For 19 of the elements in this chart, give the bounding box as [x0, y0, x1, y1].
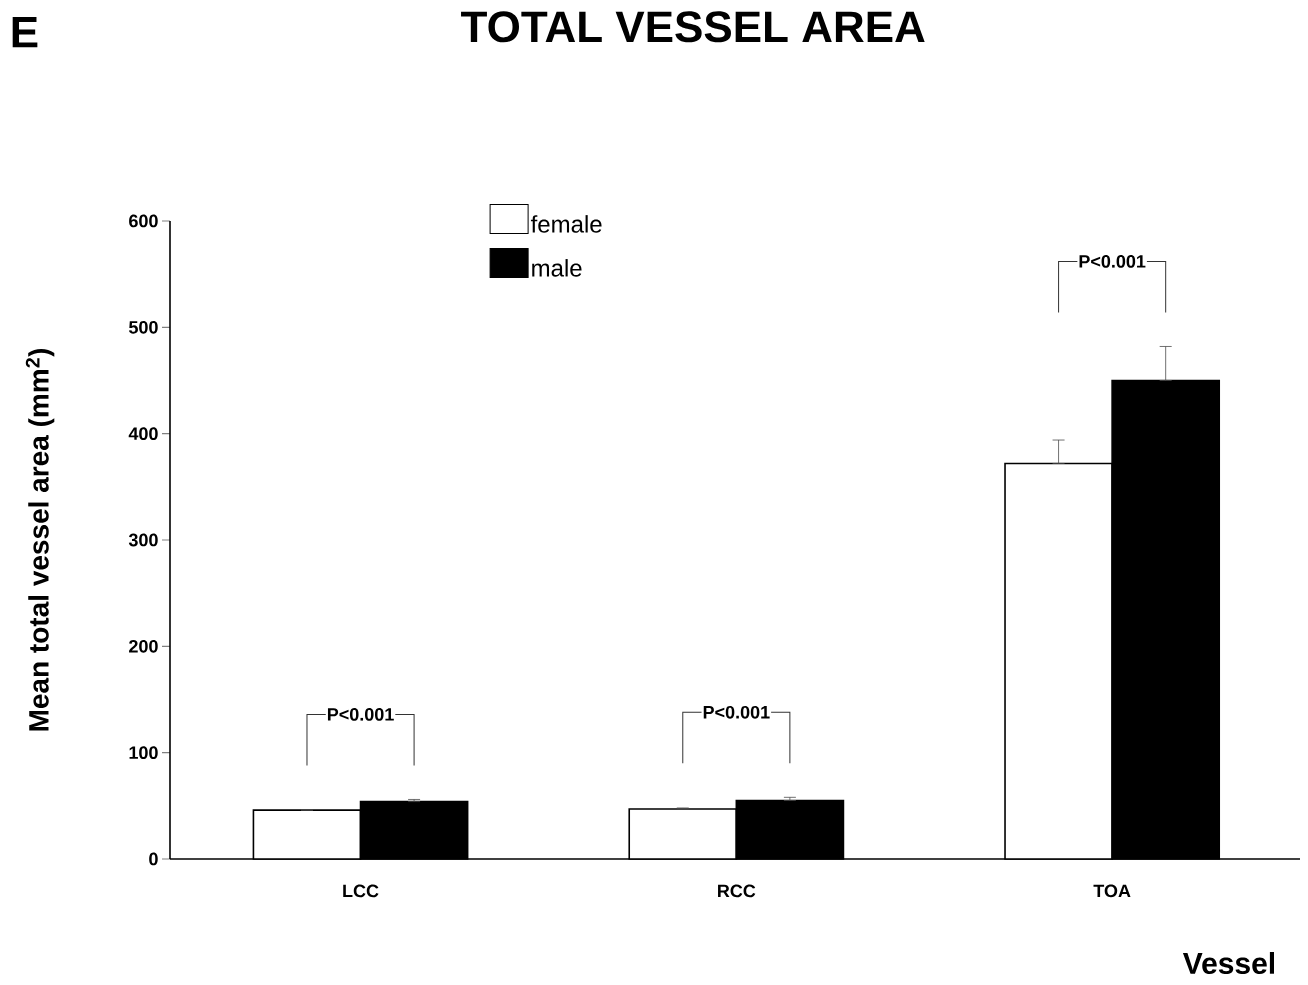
legend-label: male: [532, 259, 582, 277]
x-tick-label: RCC: [718, 884, 756, 898]
y-tick-label: 400: [128, 427, 158, 441]
x-tick-label: TOA: [1093, 884, 1131, 898]
annotation: P<0.001: [1079, 255, 1146, 268]
x-tick-label: LCC: [343, 884, 379, 898]
y-tick-label: 0: [149, 852, 158, 866]
annotation: P<0.001: [327, 708, 394, 721]
x-axis-title: Vessel: [1182, 951, 1275, 975]
y-tick-label: 500: [128, 320, 158, 334]
y-tick-label: 300: [128, 533, 158, 547]
chart-title: TOTAL VESSEL AREA: [461, 11, 925, 43]
y-tick-label: 600: [129, 214, 158, 228]
y-axis-title: Mean total vessel area (mm$^{2}$): [25, 348, 55, 731]
y-tick-label: 100: [129, 746, 158, 760]
annotation: P<0.001: [703, 705, 770, 719]
text: E: [12, 17, 38, 48]
y-tick-label: 200: [129, 639, 158, 653]
legend-label: female: [530, 215, 602, 233]
